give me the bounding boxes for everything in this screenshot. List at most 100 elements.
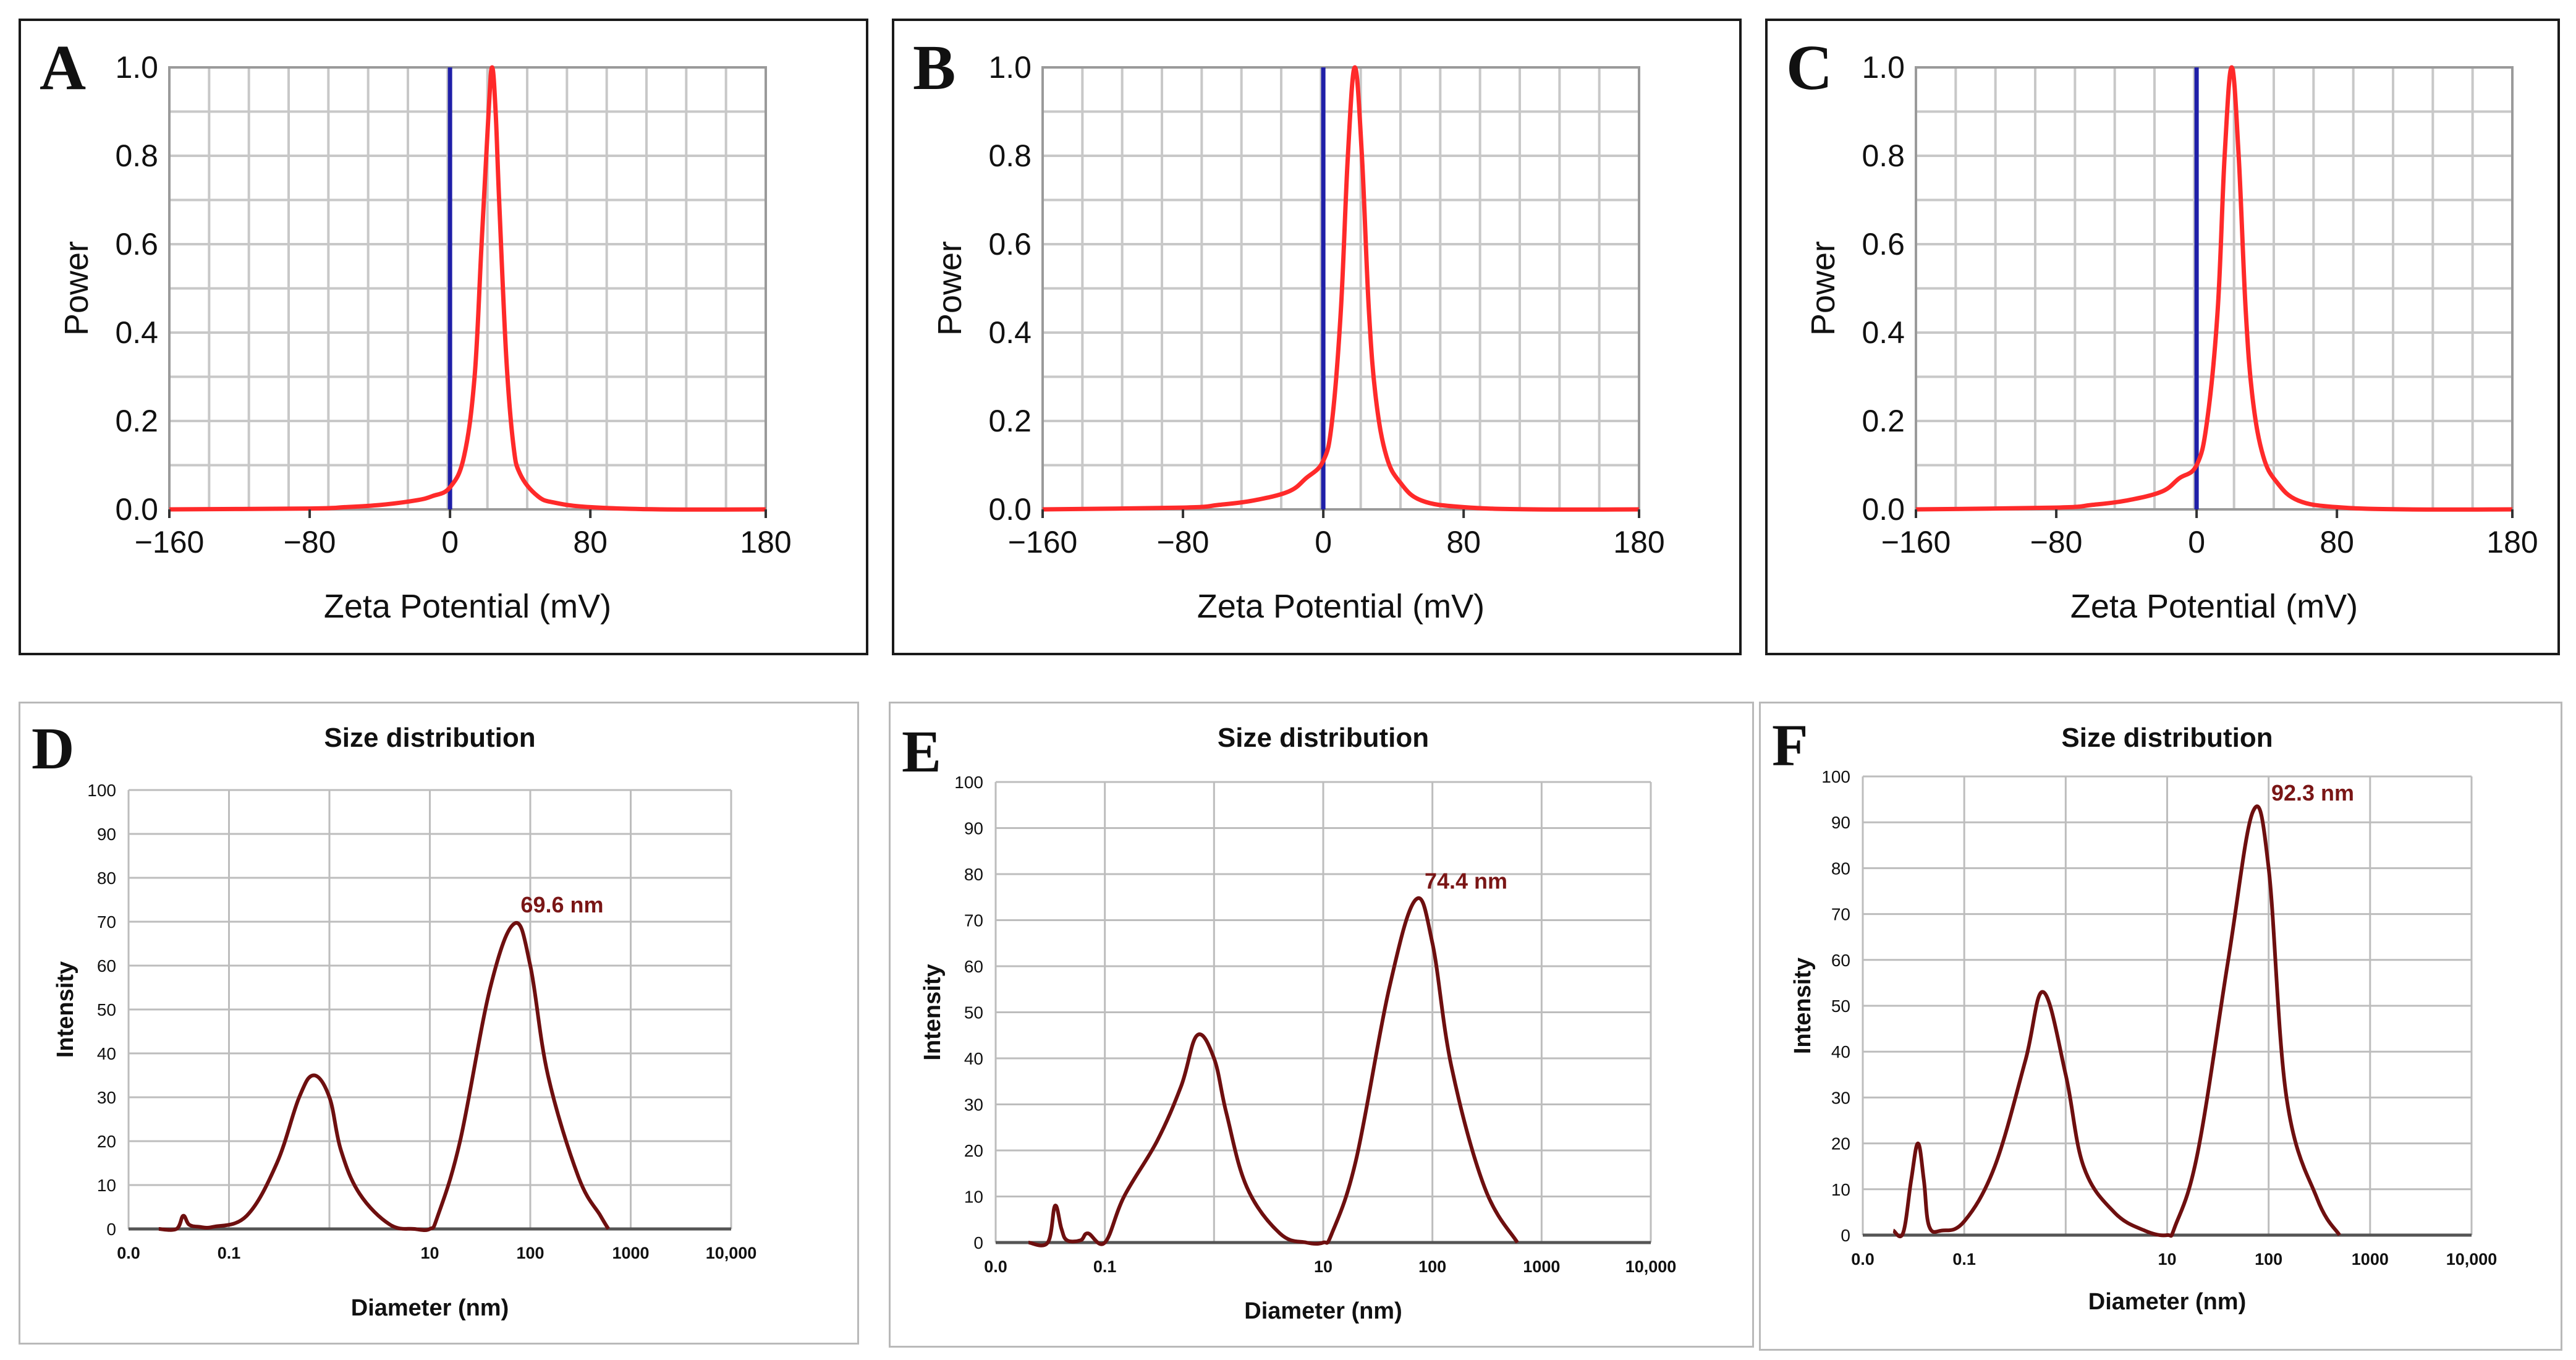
panel-letter-label: D <box>32 715 74 781</box>
y-tick-label: 10 <box>964 1188 983 1207</box>
y-tick-label: 0 <box>1841 1226 1850 1245</box>
y-tick-label: 20 <box>97 1132 116 1151</box>
y-tick-label: 40 <box>964 1049 983 1068</box>
y-tick-label: 30 <box>1831 1088 1850 1107</box>
panel-letter-label: C <box>1786 32 1832 103</box>
x-tick-label: 0 <box>2188 525 2205 559</box>
panel-letter-label: A <box>40 32 86 103</box>
x-axis-label: Diameter (nm) <box>351 1295 509 1321</box>
y-tick-label: 0.6 <box>115 227 158 261</box>
panel-letter-label: B <box>913 32 955 103</box>
panel-f: F Size distribution 92.3 nm 0.0 0.1 10 100 1000… <box>1759 702 2562 1351</box>
x-axis-label: Diameter (nm) <box>2088 1289 2247 1315</box>
chart-title: Size distribution <box>324 723 535 753</box>
x-tick-label: 1000 <box>1523 1257 1560 1276</box>
zeta-distribution-curve <box>1042 65 1640 512</box>
zeta-chart-c: C −160 −80 0 80 180 0.0 0.2 0.4 0.6 0.8 1.0 Zeta Pot… <box>1786 32 2538 625</box>
x-tick-label: −160 <box>1008 525 1078 559</box>
zeta-chart-a: A −160 −80 0 80 180 0.0 0.2 0.4 0.6 0.8 1.0 Zeta Pot… <box>40 32 792 625</box>
x-tick-label: 0.1 <box>1952 1250 1976 1269</box>
zeta-distribution-curve <box>169 65 766 512</box>
x-tick-label: 180 <box>1613 525 1664 559</box>
x-tick-label: 0.1 <box>1093 1257 1117 1276</box>
y-tick-label: 70 <box>97 912 116 932</box>
y-tick-label: 100 <box>1821 767 1850 786</box>
y-tick-label: 0.2 <box>115 404 158 438</box>
y-tick-label: 50 <box>964 1003 983 1022</box>
size-distribution-curve <box>1892 804 2341 1239</box>
y-tick-label: 0 <box>106 1220 116 1239</box>
y-axis-label: Intensity <box>1790 958 1816 1054</box>
y-tick-label: 90 <box>97 825 116 844</box>
plot-frame <box>168 66 767 511</box>
peak-annotation: 74.4 nm <box>1425 869 1507 894</box>
y-tick-label: 0.0 <box>988 492 1032 527</box>
x-axis-label: Zeta Potential (mV) <box>1197 588 1485 625</box>
y-tick-label: 10 <box>1831 1180 1850 1199</box>
x-tick-label: 10 <box>2158 1250 2176 1269</box>
x-tick-label: 10 <box>1314 1257 1332 1276</box>
x-tick-label: 0 <box>441 525 459 559</box>
y-tick-label: 0 <box>973 1233 983 1252</box>
y-tick-label: 0.6 <box>1862 227 1905 261</box>
y-tick-label: 0.6 <box>988 227 1032 261</box>
chart-title: Size distribution <box>2061 723 2273 753</box>
y-tick-label: 1.0 <box>115 50 158 85</box>
panel-letter-label: E <box>902 718 941 784</box>
y-tick-label: 70 <box>1831 905 1850 924</box>
x-axis-label: Zeta Potential (mV) <box>2070 588 2358 625</box>
y-tick-label: 0.4 <box>1862 315 1905 350</box>
x-tick-label: 10,000 <box>706 1244 757 1262</box>
y-tick-label: 70 <box>964 911 983 930</box>
y-tick-label: 10 <box>97 1176 116 1195</box>
y-tick-label: 50 <box>97 1000 116 1019</box>
y-tick-label: 40 <box>1831 1042 1850 1061</box>
y-tick-label: 40 <box>97 1044 116 1063</box>
x-tick-label: 0 <box>1315 525 1332 559</box>
plot-frame <box>1915 66 2514 511</box>
y-tick-label: 20 <box>1831 1134 1850 1154</box>
x-tick-label: 0.0 <box>1851 1250 1875 1269</box>
y-tick-label: 0.8 <box>1862 138 1905 173</box>
x-tick-label: 100 <box>2255 1250 2282 1269</box>
panel-e: E Size distribution 74.4 nm 0.0 0.1 10 100 1000… <box>889 702 1754 1348</box>
y-tick-label: 60 <box>1831 951 1850 970</box>
panel-a: A −160 −80 0 80 180 0.0 0.2 0.4 0.6 0.8 1.0 Zeta Pot… <box>19 19 868 655</box>
y-tick-label: 80 <box>1831 859 1850 878</box>
y-tick-label: 60 <box>964 957 983 976</box>
y-axis-label: Power <box>931 241 968 336</box>
panel-b: B −160 −80 0 80 180 0.0 0.2 0.4 0.6 0.8 1.0 Zeta Pot… <box>892 19 1742 655</box>
y-axis-label: Intensity <box>920 964 946 1060</box>
x-tick-label: −80 <box>2030 525 2083 559</box>
x-tick-label: −160 <box>135 525 205 559</box>
y-tick-label: 0.8 <box>115 138 158 173</box>
y-tick-label: 0.2 <box>1862 404 1905 438</box>
y-tick-label: 90 <box>964 819 983 838</box>
chart-title: Size distribution <box>1218 723 1429 753</box>
y-tick-label: 90 <box>1831 813 1850 832</box>
y-tick-label: 100 <box>87 781 116 800</box>
zeta-chart-b: B −160 −80 0 80 180 0.0 0.2 0.4 0.6 0.8 1.0 Zeta Pot… <box>913 32 1665 625</box>
y-tick-label: 0.0 <box>1862 492 1905 527</box>
y-tick-label: 0.8 <box>988 138 1032 173</box>
y-tick-label: 30 <box>97 1088 116 1107</box>
x-tick-label: 10 <box>420 1244 439 1262</box>
x-tick-label: 80 <box>573 525 608 559</box>
y-axis-label: Intensity <box>53 961 78 1058</box>
y-tick-label: 1.0 <box>988 50 1032 85</box>
x-tick-label: 0.1 <box>218 1244 241 1262</box>
y-tick-label: 30 <box>964 1095 983 1115</box>
panel-d: D Size distribution 69.6 nm 0.0 0.1 10 100 1000… <box>19 702 859 1345</box>
plot-frame <box>1041 66 1640 511</box>
y-tick-label: 0.4 <box>115 315 158 350</box>
x-tick-label: 180 <box>2486 525 2538 559</box>
x-tick-label: 0.0 <box>117 1244 140 1262</box>
x-tick-label: 1000 <box>612 1244 649 1262</box>
x-tick-label: −160 <box>1881 525 1951 559</box>
y-tick-label: 60 <box>97 956 116 975</box>
y-tick-label: 0.0 <box>115 492 158 527</box>
x-tick-label: −80 <box>284 525 336 559</box>
y-tick-label: 0.4 <box>988 315 1032 350</box>
y-axis-label: Power <box>58 241 95 336</box>
